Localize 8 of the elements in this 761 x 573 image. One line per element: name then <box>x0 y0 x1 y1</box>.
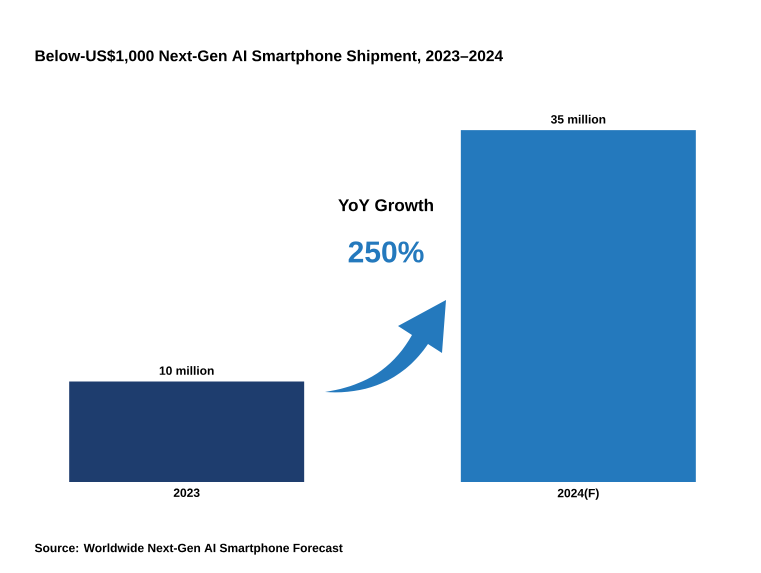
data-label: 35 million <box>550 114 606 124</box>
chart-title: Below-US$1,000 Next-Gen AI Smartphone Shipment, 2023–2024 <box>36 50 504 64</box>
x-tick-label: 2024(F) <box>558 488 599 500</box>
data-label: 10 million <box>160 366 214 375</box>
x-tick-label: 2023 <box>174 488 200 498</box>
annotation: YoY Growth <box>338 198 433 212</box>
annotation: 250% <box>348 241 424 263</box>
source-note: Source: Worldwide Next-Gen AI Smartphone Forecast <box>34 543 343 555</box>
